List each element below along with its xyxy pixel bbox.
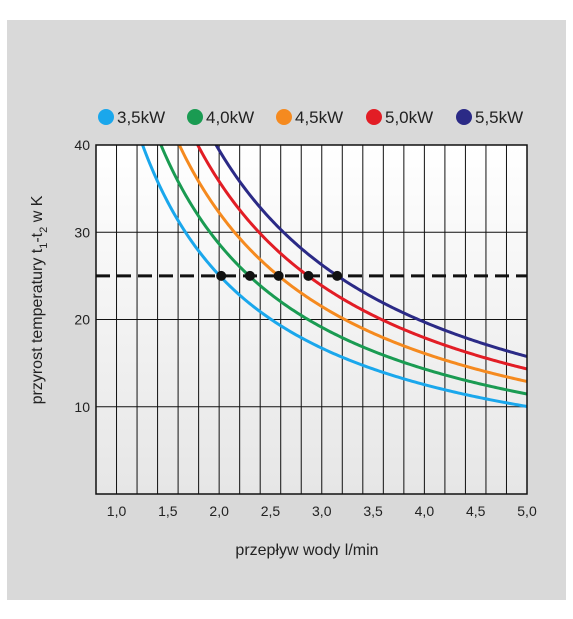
legend-swatch [456, 109, 472, 125]
x-tick-label: 3,5 [363, 503, 383, 519]
y-tick-label: 10 [74, 399, 90, 415]
intersection-markers [216, 270, 343, 281]
legend-swatch [276, 109, 292, 125]
y-tick-label: 30 [74, 224, 90, 240]
x-tick-label: 4,0 [415, 503, 435, 519]
plot-border [95, 144, 528, 495]
legend-label: 5,5kW [475, 108, 523, 127]
legend-swatch [187, 109, 203, 125]
legend-label: 4,0kW [206, 108, 254, 127]
x-tick-label: 4,5 [466, 503, 486, 519]
y-axis-label: przyrost temperatury t1-t2 w K [29, 195, 50, 404]
x-tick-label: 2,0 [209, 503, 229, 519]
x-tick-label: 1,0 [107, 503, 127, 519]
y-tick-labels: 10 20 30 40 [74, 137, 90, 415]
series-line-3,5kW [140, 145, 527, 408]
legend-item-5,0kW: 5,0kW [366, 108, 433, 127]
series-line-4,5kW [177, 145, 527, 383]
marker-4,0kW [244, 270, 255, 281]
y-tick-label: 40 [74, 137, 90, 153]
y-tick-label: 20 [74, 312, 90, 328]
legend: 3,5kW 4,0kW 4,5kW 5,0kW 5,5kW [98, 108, 523, 127]
legend-item-4,0kW: 4,0kW [187, 108, 254, 127]
x-tick-label: 5,0 [517, 503, 537, 519]
x-tick-label: 1,5 [158, 503, 178, 519]
marker-5,5kW [332, 270, 343, 281]
legend-swatch [98, 109, 114, 125]
x-tick-labels: 1,0 1,5 2,0 2,5 3,0 3,5 4,0 4,5 5,0 [107, 503, 537, 519]
legend-item-3,5kW: 3,5kW [98, 108, 165, 127]
series-line-4,0kW [159, 145, 527, 396]
grid [96, 145, 527, 494]
legend-item-5,5kW: 5,5kW [456, 108, 523, 127]
marker-3,5kW [216, 270, 227, 281]
legend-label: 4,5kW [295, 108, 343, 127]
marker-5,0kW [303, 270, 314, 281]
x-tick-label: 3,0 [312, 503, 332, 519]
series-line-5,5kW [214, 145, 527, 358]
x-axis-label: przepływ wody l/min [235, 542, 378, 559]
x-tick-label: 2,5 [261, 503, 281, 519]
series-line-5,0kW [196, 145, 527, 371]
marker-4,5kW [273, 270, 284, 281]
legend-label: 5,0kW [385, 108, 433, 127]
legend-swatch [366, 109, 382, 125]
legend-label: 3,5kW [117, 108, 165, 127]
legend-item-4,5kW: 4,5kW [276, 108, 343, 127]
series-curves [140, 145, 527, 408]
